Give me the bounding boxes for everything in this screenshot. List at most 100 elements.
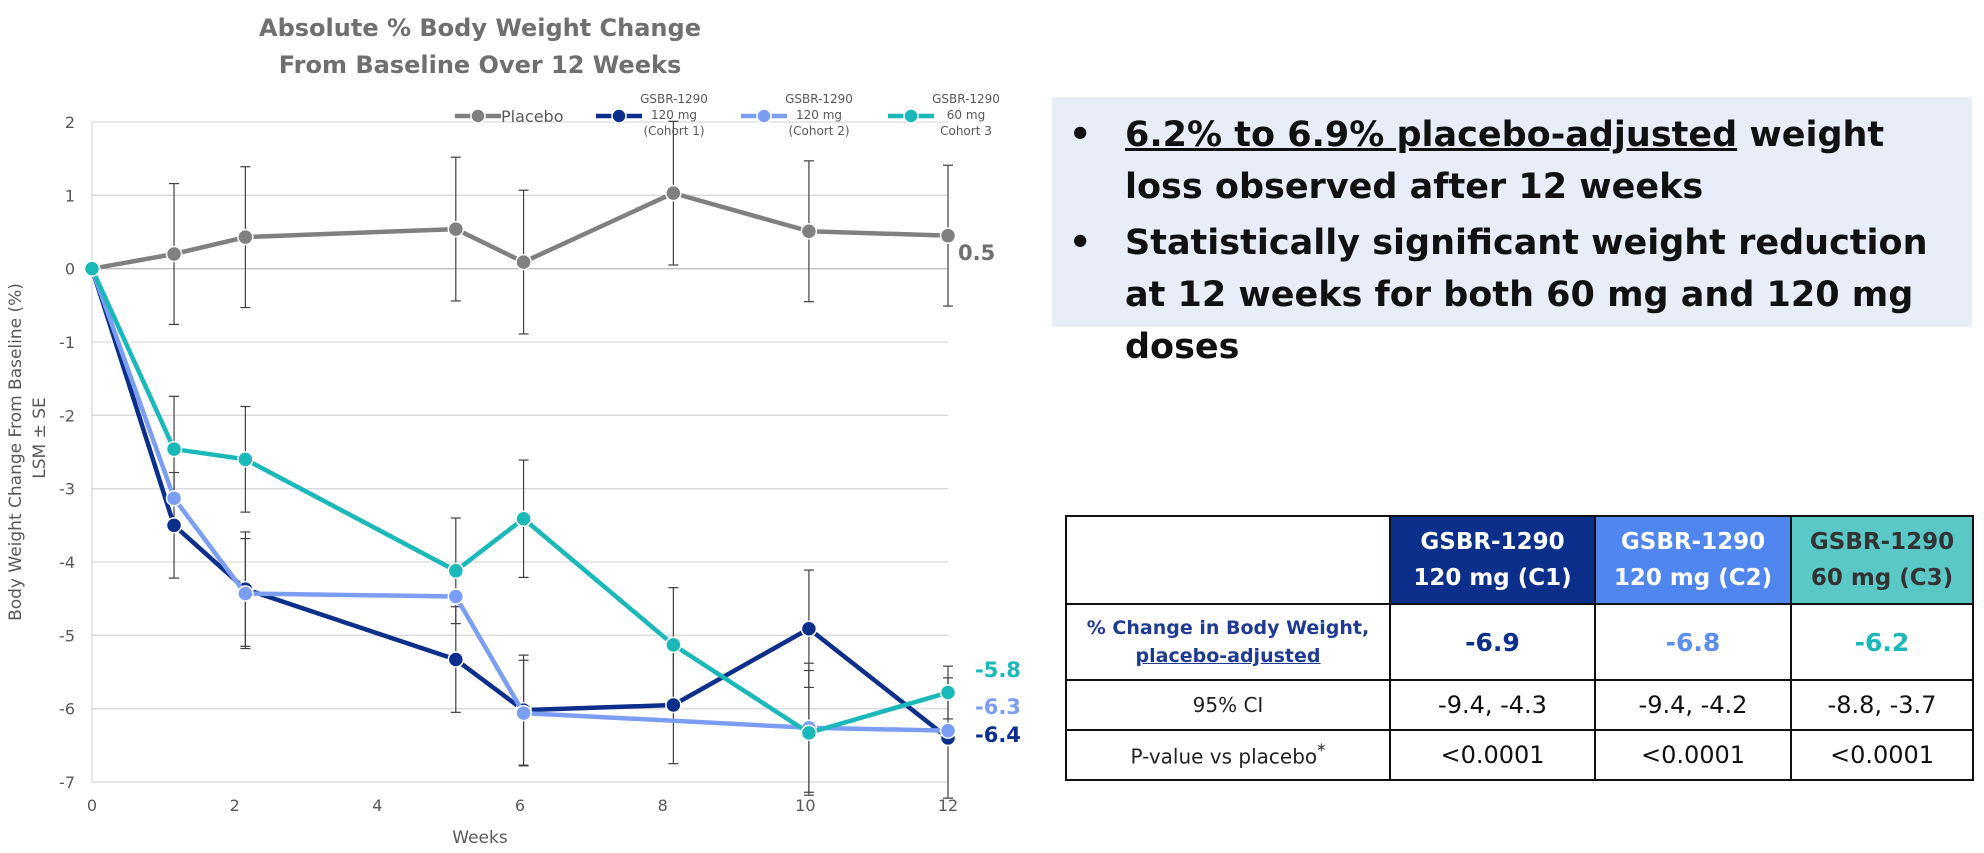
series-end-label: 0.5 <box>958 241 995 265</box>
pvalue-footnote-mark: * <box>1317 741 1326 761</box>
chart-title-line-1: Absolute % Body Weight Change <box>259 14 701 42</box>
data-point <box>515 510 532 527</box>
data-point <box>939 684 957 701</box>
y-tick-label: -2 <box>59 406 75 425</box>
data-point <box>515 704 532 722</box>
x-tick-label: 0 <box>87 796 97 815</box>
x-tick-label: 2 <box>230 796 240 815</box>
header-c1-line2: 120 mg (C1) <box>1413 565 1572 591</box>
data-point <box>665 636 682 654</box>
data-point <box>447 651 465 668</box>
x-tick-label: 8 <box>658 796 668 815</box>
pvalue-c1: <0.0001 <box>1389 729 1596 781</box>
finding-2-text: Statistically significant weight reducti… <box>1125 223 1928 367</box>
finding-1-highlight: 6.2% to 6.9% placebo-adjusted <box>1125 115 1738 155</box>
weight-change-c2: -6.8 <box>1594 603 1792 681</box>
y-tick-label: 0 <box>65 260 75 279</box>
x-tick-label: 12 <box>938 796 958 815</box>
series-end-label: -5.8 <box>975 658 1021 682</box>
data-point <box>237 451 254 468</box>
legend-label: (Cohort 1) <box>643 124 704 138</box>
series-end-label: -6.3 <box>975 695 1021 719</box>
y-tick-label: 1 <box>65 186 75 205</box>
finding-1: • 6.2% to 6.9% placebo-adjusted weight l… <box>1052 109 1972 213</box>
data-point <box>165 489 183 507</box>
legend-label: 120 mg <box>651 108 697 122</box>
row-label-line2: placebo-adjusted <box>1135 645 1321 667</box>
y-axis-title: Body Weight Change From Baseline (%) <box>6 283 26 621</box>
finding-2: • Statistically significant weight reduc… <box>1052 217 1972 373</box>
data-point <box>800 620 818 637</box>
legend-marker <box>756 108 772 124</box>
series-line-2 <box>89 267 950 740</box>
data-point <box>165 245 183 263</box>
results-table: GSBR-1290 120 mg (C1) GSBR-1290 120 mg (… <box>1065 515 1974 781</box>
row-label-line1: % Change in Body Weight, <box>1086 617 1370 639</box>
finding-1-text: weight loss observed after 12 weeks <box>1125 115 1885 207</box>
data-point <box>83 260 101 277</box>
data-point <box>515 253 532 271</box>
header-c2-line1: GSBR-1290 <box>1620 529 1766 555</box>
ci-c1: -9.4, -4.3 <box>1389 679 1596 731</box>
data-point <box>800 223 818 240</box>
y-tick-label: -1 <box>59 333 75 352</box>
legend-label: 60 mg <box>947 108 985 122</box>
data-point <box>447 220 465 238</box>
pvalue-c2: <0.0001 <box>1594 729 1792 781</box>
legend-marker <box>470 108 486 124</box>
y-axis-subtitle: LSM ± SE <box>30 397 50 479</box>
legend-label: GSBR-1290 <box>932 92 1000 106</box>
table-row: 95% CI -9.4, -4.3 -9.4, -4.2 -8.8, -3.7 <box>1065 679 1974 731</box>
x-axis-title: Weeks <box>452 828 508 848</box>
legend-label: GSBR-1290 <box>640 92 708 106</box>
weight-change-c3: -6.2 <box>1790 603 1974 681</box>
data-point <box>447 588 465 605</box>
ci-c3: -8.8, -3.7 <box>1790 679 1974 731</box>
data-point <box>939 722 957 739</box>
header-c3: GSBR-1290 60 mg (C3) <box>1790 515 1974 605</box>
series-line-1 <box>91 190 949 271</box>
y-tick-label: -7 <box>59 773 75 792</box>
y-tick-label: -3 <box>59 480 75 499</box>
y-tick-label: 2 <box>65 113 75 132</box>
x-tick-label: 10 <box>795 796 815 815</box>
x-tick-label: 6 <box>515 796 525 815</box>
row-label-pvalue: P-value vs placebo* <box>1065 729 1391 781</box>
header-c2: GSBR-1290 120 mg (C2) <box>1594 515 1792 605</box>
y-tick-label: -5 <box>59 626 75 645</box>
x-tick-label: 4 <box>372 796 382 815</box>
data-point <box>939 227 957 244</box>
data-point <box>165 517 183 534</box>
table-corner-cell <box>1065 515 1391 605</box>
chart-title: Absolute % Body Weight Change From Basel… <box>180 10 780 84</box>
header-c3-line1: GSBR-1290 <box>1809 529 1955 555</box>
legend-label: Placebo <box>501 107 563 126</box>
legend-label: GSBR-1290 <box>785 92 853 106</box>
data-point <box>800 724 818 742</box>
key-findings-list: • 6.2% to 6.9% placebo-adjusted weight l… <box>1052 97 1972 373</box>
row-label-ci: 95% CI <box>1065 679 1391 731</box>
bullet-dot: • <box>1069 223 1092 263</box>
header-c1-line1: GSBR-1290 <box>1420 529 1565 555</box>
header-c2-line2: 120 mg (C2) <box>1613 565 1773 591</box>
legend-label: (Cohort 2) <box>788 124 849 138</box>
y-tick-label: -6 <box>59 700 75 719</box>
data-point <box>165 440 183 458</box>
series-line-4 <box>89 267 949 736</box>
table-header-row: GSBR-1290 120 mg (C1) GSBR-1290 120 mg (… <box>1065 515 1974 605</box>
header-c1: GSBR-1290 120 mg (C1) <box>1389 515 1596 605</box>
pvalue-c3: <0.0001 <box>1790 729 1974 781</box>
header-c3-line2: 60 mg (C3) <box>1810 565 1954 591</box>
chart-title-line-2: From Baseline Over 12 Weeks <box>278 51 682 79</box>
key-findings-box: • 6.2% to 6.9% placebo-adjusted weight l… <box>1052 97 1972 367</box>
data-point <box>665 184 682 202</box>
y-tick-label: -4 <box>59 553 75 572</box>
data-point <box>447 562 465 580</box>
bullet-dot: • <box>1069 115 1092 155</box>
table-row: P-value vs placebo* <0.0001 <0.0001 <0.0… <box>1065 729 1974 781</box>
pvalue-label: P-value vs placebo <box>1130 744 1318 769</box>
data-point <box>237 228 254 246</box>
weight-change-c1: -6.9 <box>1389 603 1596 681</box>
data-point <box>237 585 254 602</box>
